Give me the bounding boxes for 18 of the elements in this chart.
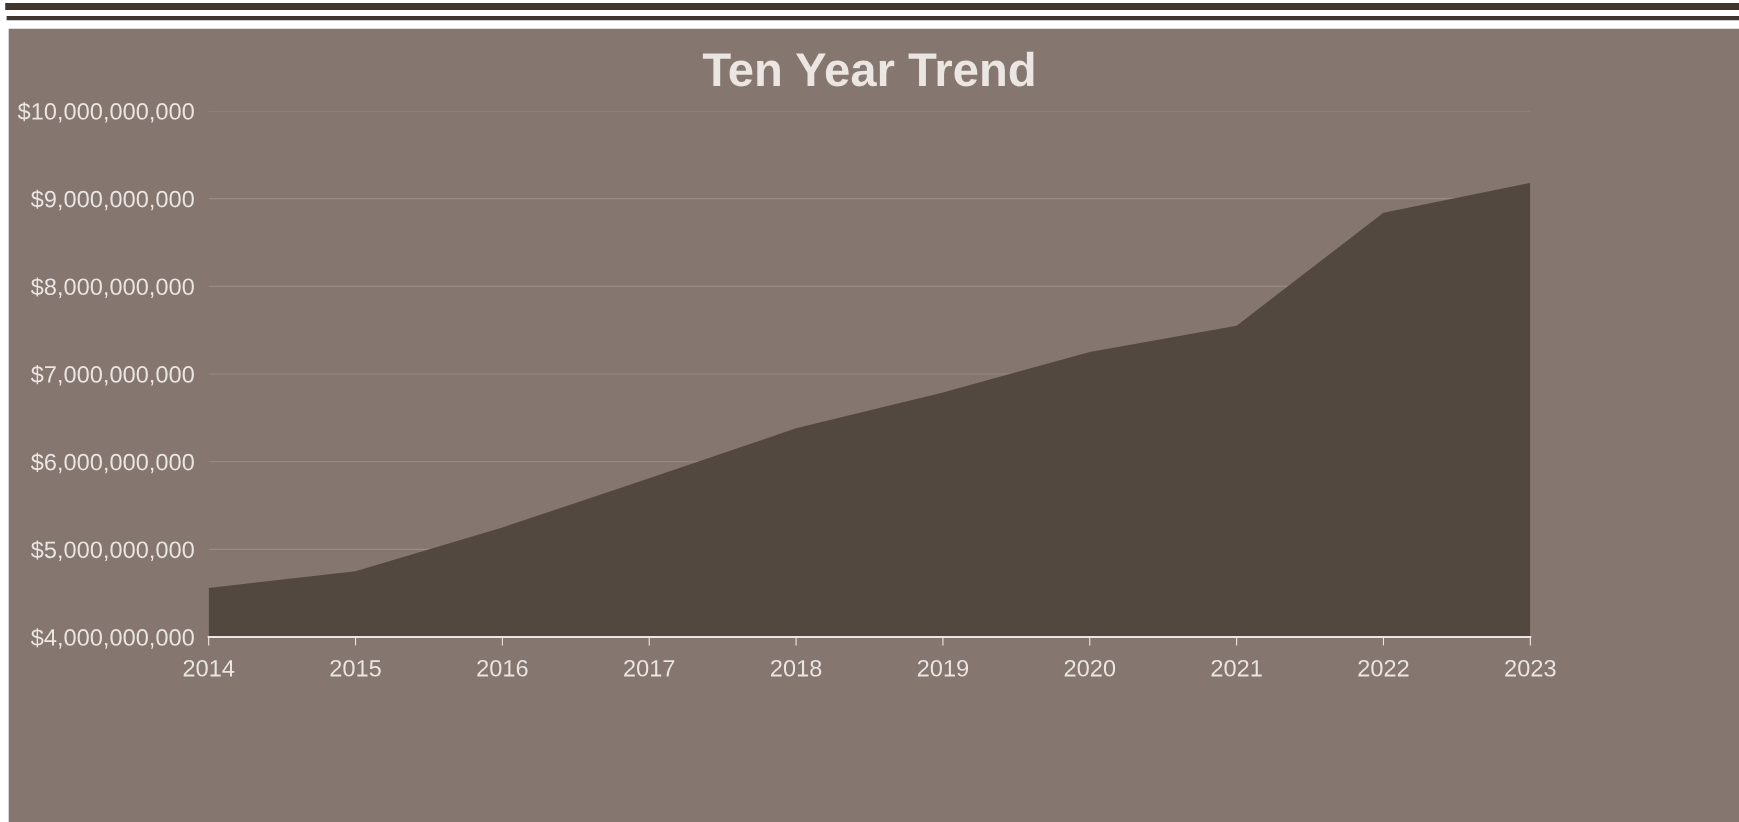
x-tick-label: 2014 xyxy=(183,659,235,677)
y-tick-label: $10,000,000,000 xyxy=(17,102,194,123)
y-tick-label: $7,000,000,000 xyxy=(30,365,194,386)
x-tick-label: 2018 xyxy=(771,659,822,677)
x-tick-label: 2019 xyxy=(917,659,969,677)
x-tick-label: 2022 xyxy=(1358,659,1409,677)
y-tick-label: $8,000,000,000 xyxy=(30,277,194,298)
x-tick-label: 2017 xyxy=(624,659,675,677)
y-tick-label: $9,000,000,000 xyxy=(30,189,194,211)
x-tick-label: 2021 xyxy=(1211,659,1262,677)
chart-title: Ten Year Trend xyxy=(702,51,1034,87)
y-tick-label: $5,000,000,000 xyxy=(30,540,194,561)
x-tick-label: 2023 xyxy=(1505,659,1556,677)
x-tick-label: 2016 xyxy=(477,659,528,677)
y-tick-label: $6,000,000,000 xyxy=(30,452,194,474)
y-tick-label: $4,000,000,000 xyxy=(30,628,194,649)
x-tick-label: 2020 xyxy=(1064,659,1116,677)
x-tick-label: 2015 xyxy=(330,659,381,677)
